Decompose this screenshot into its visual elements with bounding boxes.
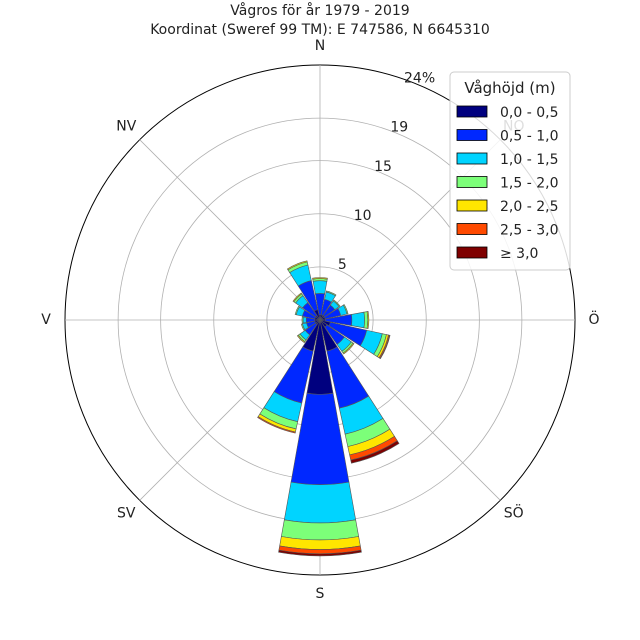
legend-label: 2,5 - 3,0 <box>500 223 558 239</box>
sector-bar-segment <box>312 280 328 295</box>
direction-label: NV <box>116 118 136 134</box>
grid-spoke <box>139 319 321 501</box>
sector-bar-segment <box>294 305 300 316</box>
sector-bar-segment <box>351 311 365 329</box>
sector-bar-segment <box>342 304 349 315</box>
sector-bar-segment <box>342 342 355 355</box>
sector-bar-segment <box>257 416 296 434</box>
direction-labels: NNOÖSÖSSVVNV <box>41 38 599 602</box>
legend-label: 1,5 - 2,0 <box>500 176 558 192</box>
sector-bar-segment <box>283 481 357 524</box>
legend-swatch <box>456 129 488 141</box>
sector-bar-segment <box>302 316 307 324</box>
grid-spoke <box>319 319 501 501</box>
sector-bar-segment <box>301 316 304 324</box>
radial-tick-label: 10 <box>354 208 372 224</box>
direction-label: S <box>316 586 325 602</box>
sector-bar-segment <box>350 440 400 464</box>
legend-label: 2,0 - 2,5 <box>500 199 558 215</box>
sector-bar-segment <box>366 311 370 329</box>
sector-bar-segment <box>300 323 306 331</box>
radial-tick-labels: 5 10 15 19 24% <box>338 70 435 273</box>
legend-swatch <box>456 152 488 165</box>
sector-bars <box>257 260 400 557</box>
sector-bar-segment <box>278 549 362 557</box>
sector-bar-segment <box>292 292 303 303</box>
legend: Våghöjd (m) 0,0 - 0,5 0,5 - 1,0 1,0 - 1,5 1,… <box>449 71 571 271</box>
direction-label: SÖ <box>504 504 524 522</box>
legend-title: Våghöjd (m) <box>464 79 555 97</box>
sector-bar-segment <box>286 260 308 271</box>
legend-swatch <box>456 105 488 118</box>
sector-bar-segment <box>312 277 328 280</box>
chart-title: Vågros för år 1979 - 2019 <box>230 2 409 19</box>
sector-bar-segment <box>325 290 337 297</box>
chart-subtitle: Koordinat (Sweref 99 TM): E 747586, N 66… <box>150 22 490 38</box>
sector-bar-segment <box>280 519 360 541</box>
legend-swatch <box>456 246 488 259</box>
sector-bar-segment <box>296 334 306 344</box>
direction-label: V <box>41 312 51 328</box>
legend-swatch <box>456 223 488 235</box>
legend-label: 1,0 - 1,5 <box>500 152 558 168</box>
radial-tick-label: 24% <box>404 70 435 86</box>
legend-swatch <box>456 199 488 212</box>
sector-bar-segment <box>379 334 391 360</box>
legend-label: 0,5 - 1,0 <box>500 129 558 145</box>
direction-label: SV <box>117 506 136 522</box>
legend-label: ≥ 3,0 <box>500 246 538 262</box>
direction-label: N <box>315 38 325 54</box>
legend-swatch <box>456 176 488 188</box>
direction-label: Ö <box>588 310 599 328</box>
radial-tick-label: 15 <box>374 159 392 175</box>
legend-label: 0,0 - 0,5 <box>500 105 558 121</box>
legend-box <box>449 71 571 271</box>
grid-spoke <box>139 139 321 321</box>
radial-tick-label: 19 <box>390 119 408 135</box>
sector-bar-segment <box>332 299 341 308</box>
radial-tick-label: 5 <box>338 257 347 273</box>
